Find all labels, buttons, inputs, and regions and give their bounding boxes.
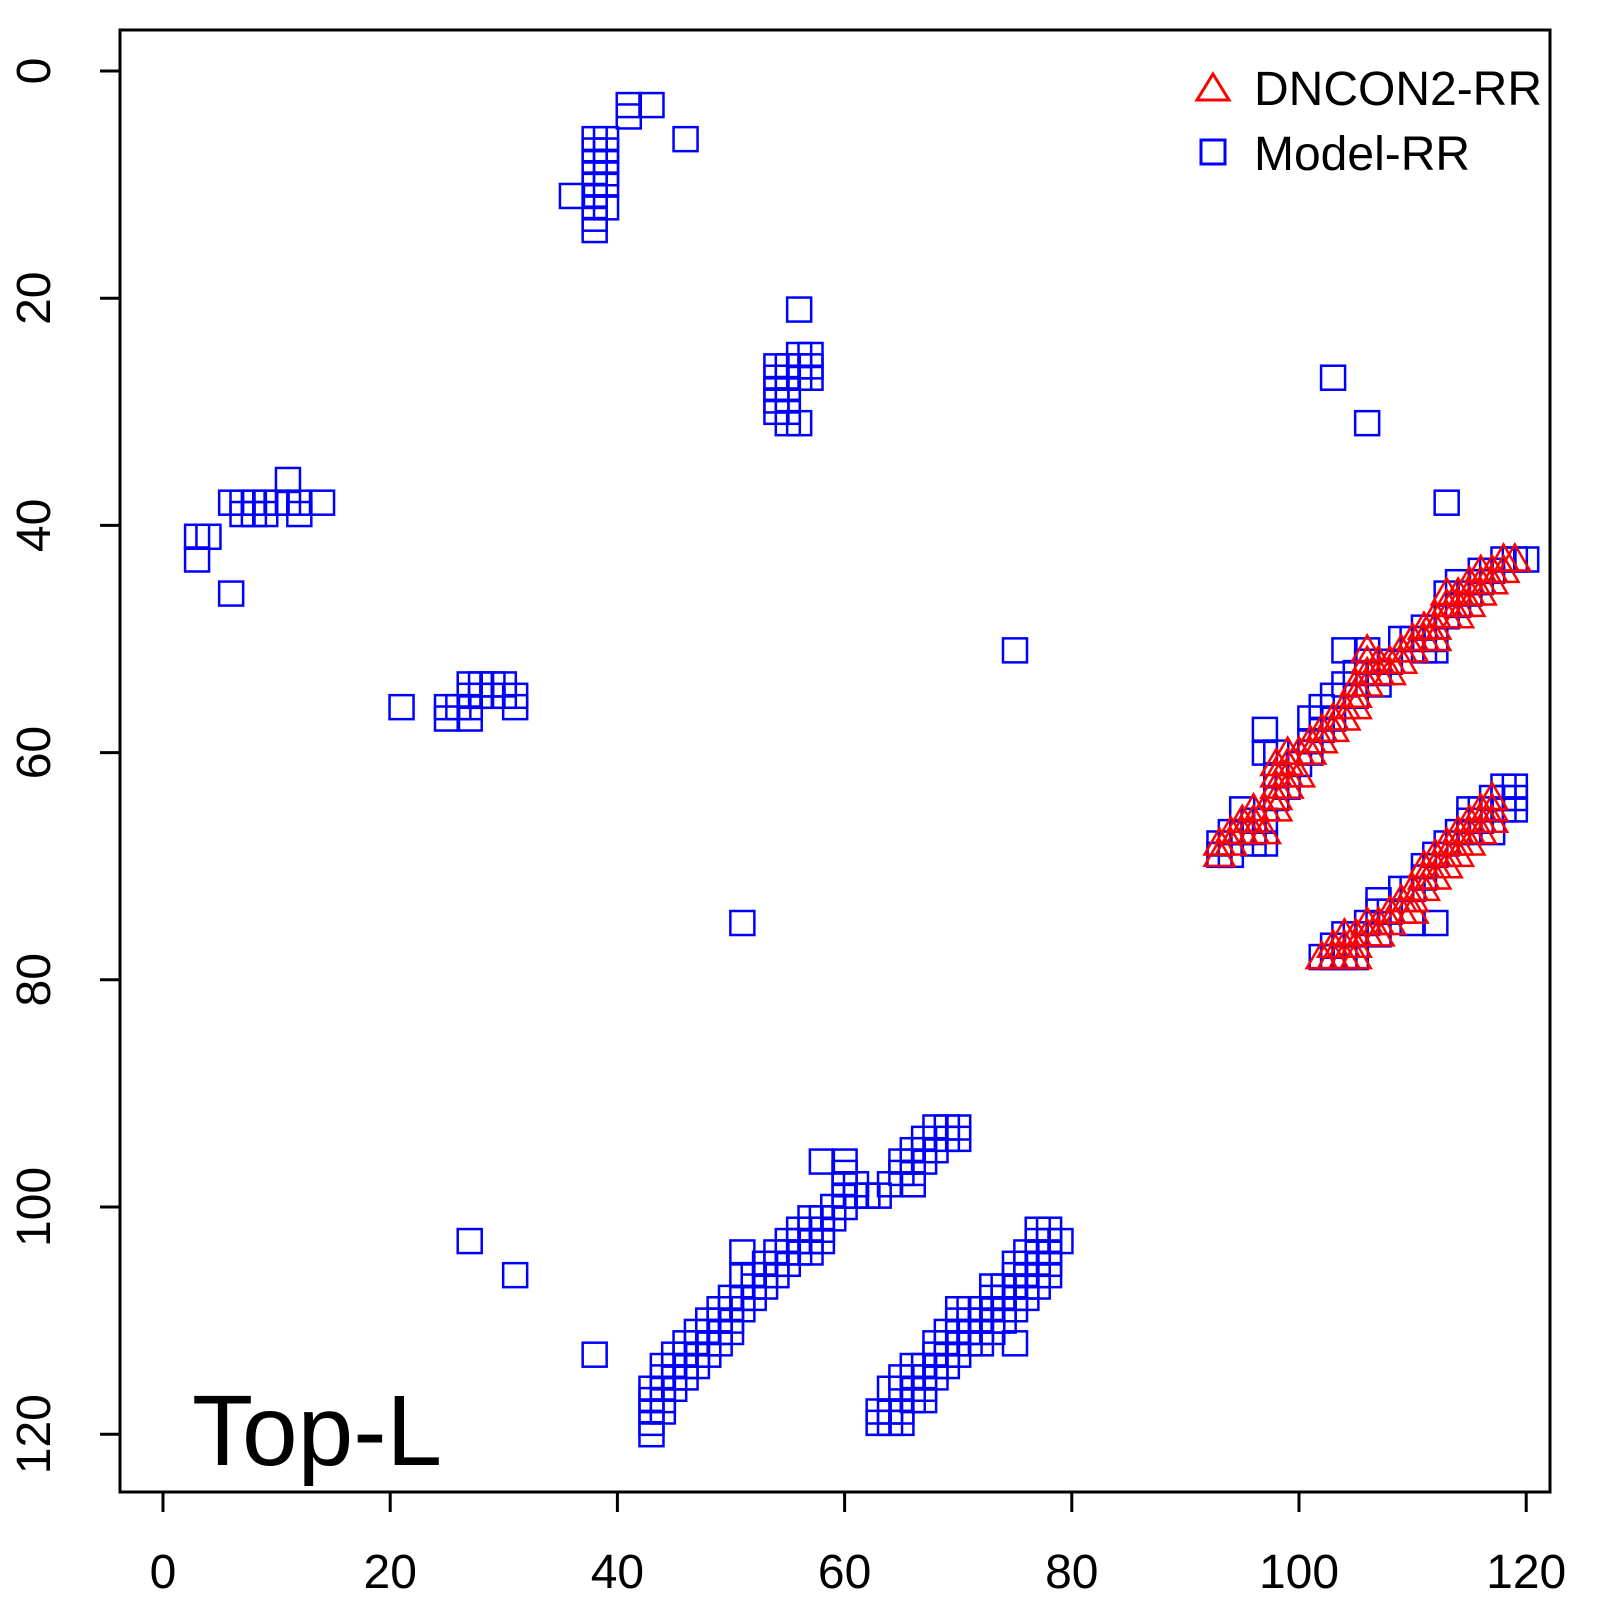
dncon2-rr-point — [1395, 882, 1430, 913]
dncon2-rr-point — [1270, 769, 1305, 799]
model-rr-point — [808, 1148, 836, 1175]
dncon2-rr-point — [1304, 723, 1339, 754]
dncon2-rr-point — [1338, 678, 1373, 709]
model-rr-point — [286, 500, 313, 528]
model-rr-point — [1251, 716, 1279, 744]
x-tick-label: 120 — [1486, 1546, 1566, 1599]
dncon2-rr-point — [1429, 848, 1464, 879]
y-tick-label: 80 — [8, 953, 61, 1006]
y-tick-label: 40 — [8, 499, 61, 552]
plot-frame — [118, 28, 1552, 1494]
dncon2-rr-point — [1247, 814, 1283, 845]
model-rr-point — [785, 296, 813, 323]
dncon2-rr-point — [1395, 894, 1430, 924]
dncon2-rr-point — [1349, 632, 1385, 663]
model-rr-point — [1490, 773, 1517, 800]
dncon2-rr-point — [1486, 553, 1521, 584]
model-rr-point — [729, 909, 756, 937]
model-rr-point — [638, 91, 665, 119]
x-axis: 0 20 40 60 80 100 120 — [150, 1490, 1566, 1599]
model-rr-point — [501, 1261, 529, 1289]
dncon2-rr-point — [1259, 780, 1294, 811]
y-tick-label: 100 — [8, 1167, 61, 1247]
model-rr-point — [615, 103, 643, 130]
model-rr-point — [944, 1114, 972, 1141]
model-rr-point — [1035, 1216, 1063, 1243]
model-rr-point — [217, 580, 245, 607]
x-tick-label: 0 — [150, 1546, 177, 1599]
model-rr-point — [785, 409, 813, 437]
dncon2-rr-point — [1202, 837, 1237, 868]
model-rr-point — [388, 693, 415, 721]
dncon2-rr-point — [1497, 541, 1533, 572]
legend-triangle-icon — [1194, 71, 1232, 102]
x-tick-label: 100 — [1259, 1546, 1339, 1599]
dncon2-rr-point — [1338, 939, 1373, 970]
y-tick-label: 120 — [8, 1394, 61, 1474]
model-rr-point — [1433, 489, 1460, 516]
dncon2-rr-point — [1418, 621, 1453, 652]
model-rr-point — [1001, 637, 1029, 664]
dncon2-rr-point — [1474, 780, 1510, 811]
x-tick-label: 40 — [591, 1546, 644, 1599]
dncon2-rr-point — [1293, 735, 1328, 765]
model-rr-point — [183, 523, 211, 551]
model-rr-point — [501, 693, 529, 721]
dncon2-rr-points — [1202, 541, 1533, 970]
legend-square-icon — [1199, 138, 1227, 166]
dncon2-rr-point — [1361, 916, 1396, 947]
model-rr-point — [1319, 364, 1347, 391]
model-rr-point — [274, 466, 302, 494]
model-rr-point — [183, 546, 211, 573]
model-rr-point — [1353, 409, 1381, 437]
x-tick-label: 20 — [364, 1546, 417, 1599]
dncon2-rr-point — [1474, 564, 1510, 595]
dncon2-rr-point — [1384, 644, 1419, 674]
dncon2-rr-point — [1406, 871, 1442, 902]
dncon2-rr-point — [1474, 803, 1510, 834]
model-rr-point — [558, 182, 586, 210]
dncon2-rr-point — [1440, 837, 1476, 868]
dncon2-rr-point — [1418, 860, 1453, 890]
dncon2-rr-point — [1259, 791, 1294, 822]
model-rr-point — [1001, 1330, 1029, 1357]
panel-annotation: Top-L — [192, 1375, 442, 1487]
dncon2-rr-point — [1372, 655, 1408, 686]
model-rr-point — [888, 1148, 915, 1175]
dncon2-rr-point — [1281, 757, 1317, 788]
model-rr-point — [865, 1182, 892, 1209]
dncon2-rr-point — [1463, 576, 1498, 606]
dncon2-rr-point — [1338, 689, 1373, 720]
dncon2-rr-point — [1474, 791, 1510, 822]
model-rr-point — [672, 125, 699, 153]
model-rr-point — [308, 489, 336, 516]
dncon2-rr-point — [1463, 814, 1498, 845]
model-rr-point — [251, 500, 279, 528]
model-rr-point — [456, 693, 483, 721]
x-tick-label: 60 — [818, 1546, 871, 1599]
dncon2-rr-point — [1452, 587, 1487, 618]
model-rr-point — [729, 1239, 756, 1266]
legend-label-model-rr: Model-RR — [1254, 128, 1470, 181]
legend-label-dncon2-rr: DNCON2-RR — [1254, 63, 1542, 116]
dncon2-rr-point — [1327, 701, 1362, 731]
x-tick-label: 80 — [1045, 1546, 1098, 1599]
y-tick-label: 0 — [8, 58, 61, 85]
dncon2-rr-point — [1440, 598, 1476, 629]
y-axis: 0 20 40 60 80 100 120 — [8, 58, 122, 1474]
model-rr-point — [456, 1227, 483, 1255]
model-rr-points — [183, 91, 1540, 1448]
dncon2-rr-point — [1452, 825, 1487, 856]
y-tick-label: 60 — [8, 726, 61, 779]
legend: DNCON2-RR Model-RR — [1194, 63, 1542, 181]
model-rr-point — [638, 1420, 665, 1448]
model-rr-point — [581, 1341, 608, 1368]
dncon2-rr-point — [1315, 712, 1351, 743]
model-rr-point — [581, 216, 608, 244]
y-tick-label: 20 — [8, 272, 61, 325]
